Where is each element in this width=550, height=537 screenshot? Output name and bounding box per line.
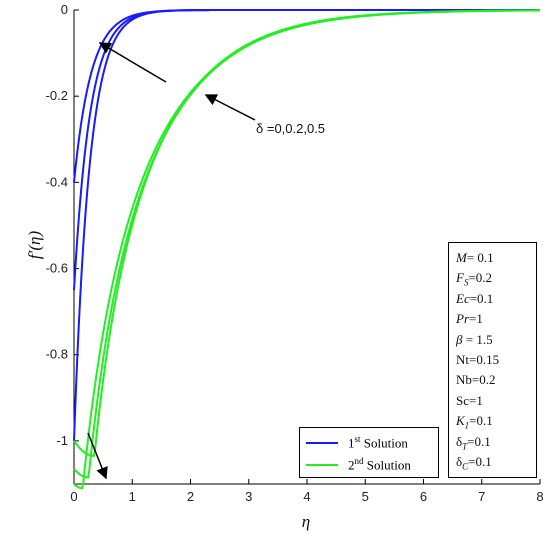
legend-swatch-green bbox=[306, 464, 338, 466]
parameter-row: FS=0.2 bbox=[456, 270, 493, 288]
curves bbox=[73, 9, 541, 490]
y-tick-label: -1 bbox=[56, 433, 68, 448]
axes: 0 1 2 3 4 5 6 7 8 0 -0.2 -0.4 -0.6 -0.8 -1 bbox=[46, 2, 544, 504]
x-tick-label: 8 bbox=[536, 489, 543, 504]
y-tick-label: -0.4 bbox=[46, 174, 68, 189]
y-tick-label: 0 bbox=[61, 2, 68, 17]
parameter-row: Sc=1 bbox=[456, 392, 483, 408]
x-tick-label: 0 bbox=[70, 489, 77, 504]
x-tick-label: 5 bbox=[362, 489, 369, 504]
arrows bbox=[87, 42, 256, 480]
arrow-blue-curves bbox=[98, 42, 167, 83]
x-tick-label: 3 bbox=[245, 489, 252, 504]
legend-label-2nd: 2nd Solution bbox=[348, 456, 411, 473]
legend-item-2nd: 2nd Solution bbox=[306, 456, 411, 473]
arrow-minimum bbox=[87, 432, 108, 480]
parameter-row: β = 1.5 bbox=[456, 331, 493, 347]
x-tick-label: 2 bbox=[187, 489, 194, 504]
x-axis-label: η bbox=[302, 512, 310, 531]
legend-label-1st: 1st Solution bbox=[348, 434, 408, 451]
x-tick-label: 1 bbox=[129, 489, 136, 504]
parameter-row: Nb=0.2 bbox=[456, 372, 496, 388]
x-tick-label: 7 bbox=[478, 489, 485, 504]
parameter-row: M= 0.1 bbox=[456, 250, 494, 265]
series-line-first-delta-0_5 bbox=[73, 9, 540, 183]
parameter-row: δC=0.1 bbox=[456, 453, 492, 472]
delta-annotation: δ =0,0.2,0.5 bbox=[256, 121, 325, 136]
parameter-box: M= 0.1 FS=0.2 Ec=0.1 Pr=1 β = 1.5 Nt=0.15 Nb=0… bbox=[448, 242, 537, 478]
legend-item-1st: 1st Solution bbox=[306, 434, 408, 451]
legend-swatch-blue bbox=[306, 442, 338, 444]
arrow-green-curves bbox=[204, 94, 256, 121]
x-tick-label: 6 bbox=[420, 489, 427, 504]
parameter-row: Ec=0.1 bbox=[456, 290, 494, 306]
y-tick-label: -0.2 bbox=[46, 88, 68, 103]
y-axis-label: f′(η) bbox=[25, 231, 44, 260]
parameter-row: δT=0.1 bbox=[456, 433, 491, 452]
parameter-row: Pr=1 bbox=[456, 311, 483, 327]
parameter-row: K1=0.1 bbox=[456, 413, 493, 431]
y-tick-label: -0.6 bbox=[46, 261, 68, 276]
legend: 1st Solution 2nd Solution bbox=[299, 427, 439, 478]
x-tick-label: 4 bbox=[303, 489, 310, 504]
series-line-second-delta-0_5 bbox=[73, 9, 541, 490]
y-tick-label: -0.8 bbox=[46, 347, 68, 362]
parameter-row: Nt=0.15 bbox=[456, 351, 500, 367]
